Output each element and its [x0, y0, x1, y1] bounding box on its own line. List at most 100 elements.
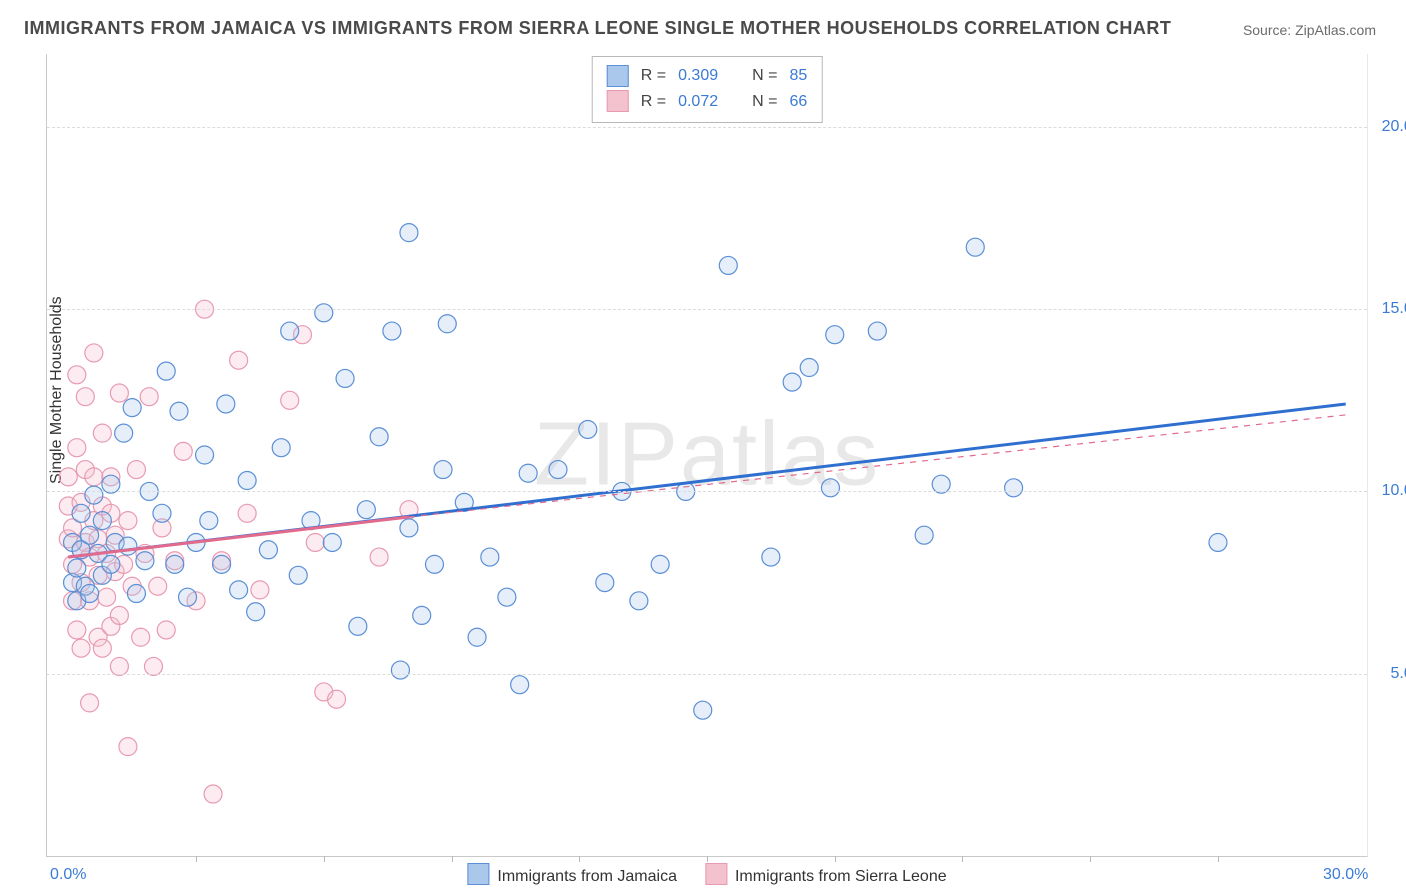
scatter-point: [196, 446, 214, 464]
plot-area: Single Mother Households ZIPatlas R = 0.…: [46, 54, 1368, 857]
scatter-point: [68, 621, 86, 639]
scatter-point: [400, 519, 418, 537]
scatter-point: [549, 461, 567, 479]
scatter-point: [413, 606, 431, 624]
chart-title: IMMIGRANTS FROM JAMAICA VS IMMIGRANTS FR…: [24, 18, 1171, 39]
scatter-point: [72, 504, 90, 522]
scatter-point: [68, 559, 86, 577]
scatter-point: [93, 424, 111, 442]
x-minor-tick: [579, 856, 580, 862]
gridline: [47, 309, 1367, 310]
scatter-point: [157, 621, 175, 639]
scatter-point: [174, 442, 192, 460]
legend-swatch-jamaica: [467, 863, 489, 885]
scatter-point: [110, 606, 128, 624]
scatter-point: [651, 555, 669, 573]
series-legend: Immigrants from Jamaica Immigrants from …: [467, 863, 946, 886]
scatter-point: [370, 548, 388, 566]
scatter-point: [157, 362, 175, 380]
scatter-point: [370, 428, 388, 446]
scatter-point: [783, 373, 801, 391]
scatter-point: [821, 479, 839, 497]
scatter-point: [400, 224, 418, 242]
gridline: [47, 127, 1367, 128]
scatter-point: [306, 533, 324, 551]
scatter-point: [596, 574, 614, 592]
scatter-point: [127, 461, 145, 479]
scatter-point: [694, 701, 712, 719]
scatter-point: [238, 472, 256, 490]
scatter-point: [230, 351, 248, 369]
scatter-point: [76, 388, 94, 406]
scatter-point: [93, 512, 111, 530]
legend-swatch-sierra-leone: [705, 863, 727, 885]
scatter-point: [149, 577, 167, 595]
scatter-point: [200, 512, 218, 530]
source-label: Source: ZipAtlas.com: [1243, 22, 1376, 38]
chart-svg: [47, 54, 1367, 856]
scatter-point: [511, 676, 529, 694]
scatter-point: [328, 690, 346, 708]
scatter-point: [102, 555, 120, 573]
scatter-point: [85, 486, 103, 504]
scatter-point: [85, 468, 103, 486]
scatter-point: [357, 501, 375, 519]
x-minor-tick: [835, 856, 836, 862]
scatter-point: [102, 475, 120, 493]
gridline: [47, 674, 1367, 675]
scatter-point: [932, 475, 950, 493]
scatter-point: [438, 315, 456, 333]
x-minor-tick: [1218, 856, 1219, 862]
scatter-point: [123, 399, 141, 417]
y-tick-label: 10.0%: [1382, 482, 1406, 500]
scatter-point: [868, 322, 886, 340]
x-minor-tick: [324, 856, 325, 862]
scatter-point: [272, 439, 290, 457]
scatter-point: [315, 304, 333, 322]
scatter-point: [281, 322, 299, 340]
scatter-point: [132, 628, 150, 646]
scatter-point: [119, 512, 137, 530]
scatter-point: [281, 391, 299, 409]
x-minor-tick: [707, 856, 708, 862]
scatter-point: [93, 639, 111, 657]
scatter-point: [1209, 533, 1227, 551]
scatter-point: [762, 548, 780, 566]
scatter-point: [349, 617, 367, 635]
scatter-point: [179, 588, 197, 606]
scatter-point: [68, 439, 86, 457]
scatter-point: [140, 388, 158, 406]
scatter-point: [119, 738, 137, 756]
y-tick-label: 5.0%: [1391, 665, 1406, 683]
legend-label: Immigrants from Sierra Leone: [735, 868, 947, 885]
scatter-point: [826, 326, 844, 344]
x-minor-tick: [452, 856, 453, 862]
scatter-point: [719, 256, 737, 274]
x-tick-label: 30.0%: [1323, 866, 1368, 884]
scatter-point: [966, 238, 984, 256]
scatter-point: [81, 526, 99, 544]
scatter-point: [115, 424, 133, 442]
scatter-point: [519, 464, 537, 482]
x-minor-tick: [1090, 856, 1091, 862]
scatter-point: [915, 526, 933, 544]
x-tick-label: 0.0%: [50, 866, 86, 884]
scatter-point: [434, 461, 452, 479]
scatter-point: [579, 420, 597, 438]
scatter-point: [81, 585, 99, 603]
scatter-point: [259, 541, 277, 559]
scatter-point: [217, 395, 235, 413]
x-minor-tick: [196, 856, 197, 862]
scatter-point: [72, 639, 90, 657]
scatter-point: [630, 592, 648, 610]
scatter-point: [110, 384, 128, 402]
scatter-point: [81, 694, 99, 712]
scatter-point: [391, 661, 409, 679]
scatter-point: [68, 366, 86, 384]
scatter-point: [800, 359, 818, 377]
gridline: [47, 491, 1367, 492]
legend-label: Immigrants from Jamaica: [497, 868, 677, 885]
scatter-point: [383, 322, 401, 340]
scatter-point: [238, 504, 256, 522]
y-tick-label: 15.0%: [1382, 300, 1406, 318]
